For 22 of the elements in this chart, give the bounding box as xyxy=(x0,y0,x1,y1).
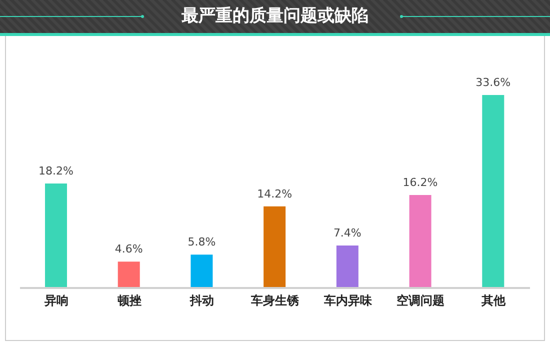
data-label: 7.4% xyxy=(333,226,362,240)
bar xyxy=(190,254,213,288)
data-label: 5.8% xyxy=(188,236,216,249)
x-tick-label: 其他 xyxy=(480,294,507,308)
bar xyxy=(409,194,432,288)
bar xyxy=(482,95,504,288)
chart-title: 最严重的质量问题或缺陷 xyxy=(180,5,370,28)
data-label: 14.2% xyxy=(257,187,292,200)
x-tick-label: 空调问题 xyxy=(396,294,445,308)
bar xyxy=(336,245,358,288)
data-label: 18.2% xyxy=(38,164,74,178)
x-tick-label: 车身生锈 xyxy=(250,294,300,308)
data-label: 16.2% xyxy=(402,176,438,189)
bar xyxy=(264,206,286,288)
x-tick-label: 异响 xyxy=(43,294,68,308)
bar xyxy=(118,262,140,288)
x-tick-label: 车内异味 xyxy=(322,294,373,308)
data-label: 33.6% xyxy=(476,76,511,89)
bar xyxy=(45,183,67,288)
x-tick-label: 顿挫 xyxy=(116,294,142,308)
x-tick-label: 抖动 xyxy=(189,294,214,308)
data-label: 4.6% xyxy=(114,242,143,256)
